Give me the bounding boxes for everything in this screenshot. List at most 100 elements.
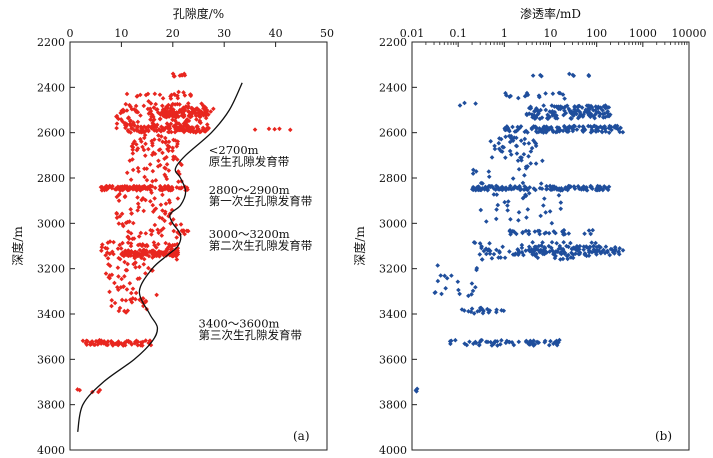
data-point (557, 90, 563, 96)
data-point (160, 208, 165, 213)
data-point (119, 341, 124, 346)
data-point (569, 250, 574, 256)
data-point (514, 151, 520, 156)
x-tick-label: 1000 (629, 27, 657, 40)
data-point (598, 105, 603, 110)
data-point (150, 120, 155, 126)
data-point (155, 110, 161, 115)
data-point (504, 93, 509, 98)
data-point (435, 278, 441, 284)
data-point (194, 106, 200, 111)
data-point (516, 252, 521, 258)
data-point (176, 179, 181, 184)
data-point (518, 138, 524, 143)
data-point (525, 207, 531, 212)
data-point (162, 135, 168, 141)
data-point (564, 243, 569, 249)
data-point (148, 111, 154, 116)
data-point (200, 125, 206, 131)
data-point (529, 145, 535, 151)
data-point (495, 202, 501, 208)
data-point (204, 122, 210, 127)
data-point (166, 139, 172, 145)
data-point (444, 275, 450, 281)
data-point (473, 101, 478, 106)
data-point (542, 245, 548, 250)
data-point (502, 199, 507, 205)
data-point (147, 249, 153, 255)
data-point (603, 105, 609, 111)
data-point (174, 120, 180, 126)
data-point (602, 114, 608, 120)
data-point (142, 153, 148, 158)
data-point (126, 339, 132, 345)
data-point (571, 123, 577, 129)
data-point (510, 176, 516, 181)
data-point (162, 186, 168, 192)
data-point (105, 339, 110, 345)
data-point (200, 103, 206, 109)
data-point (488, 138, 493, 144)
data-point (131, 236, 137, 241)
data-point (125, 219, 131, 225)
permeability-panel: 渗透率/mD 深度/m (b) 0.01 0.1 1 10 100 1000 10000 22… (352, 6, 707, 457)
data-point (620, 247, 626, 253)
data-point (470, 171, 476, 176)
data-point (486, 310, 491, 315)
data-point (620, 129, 626, 135)
data-point (161, 252, 166, 258)
data-point (142, 174, 147, 180)
data-point (266, 126, 272, 132)
data-point (533, 143, 539, 149)
data-point (528, 104, 533, 110)
data-point (123, 252, 129, 258)
data-point (479, 257, 485, 262)
data-point (152, 242, 157, 248)
data-point (617, 251, 622, 257)
data-point (524, 90, 530, 96)
data-point (514, 185, 520, 191)
data-point (449, 273, 454, 278)
data-point (505, 203, 510, 208)
data-point (137, 187, 142, 192)
data-point (533, 125, 538, 131)
data-point (532, 342, 538, 347)
data-point (526, 244, 532, 250)
data-point (174, 235, 179, 240)
data-point (154, 128, 160, 134)
data-point (478, 180, 484, 186)
data-point (562, 250, 568, 256)
data-point (498, 255, 504, 260)
data-point (141, 185, 147, 191)
data-point (166, 114, 172, 119)
x-tick-label: 50 (320, 27, 334, 40)
data-point (157, 215, 162, 220)
data-point (576, 124, 582, 129)
data-point (114, 113, 120, 119)
data-point (126, 236, 132, 242)
data-point (169, 187, 175, 192)
data-point (566, 244, 571, 250)
data-point (156, 137, 162, 143)
data-point (171, 91, 177, 97)
data-point (166, 109, 172, 115)
data-point (568, 255, 574, 260)
data-point (136, 184, 142, 189)
data-point (509, 339, 515, 345)
scatter-points (413, 71, 626, 394)
data-point (498, 342, 503, 347)
data-point (138, 230, 144, 236)
data-point (179, 185, 185, 191)
data-point (526, 190, 532, 196)
data-point (125, 127, 131, 133)
data-point (432, 290, 438, 296)
data-point (127, 158, 133, 163)
data-point (478, 187, 483, 193)
data-point (130, 286, 136, 292)
data-point (163, 140, 168, 145)
data-point (523, 93, 529, 98)
data-point (130, 144, 135, 150)
data-point (443, 285, 448, 291)
data-point (111, 239, 116, 245)
data-point (519, 158, 524, 163)
